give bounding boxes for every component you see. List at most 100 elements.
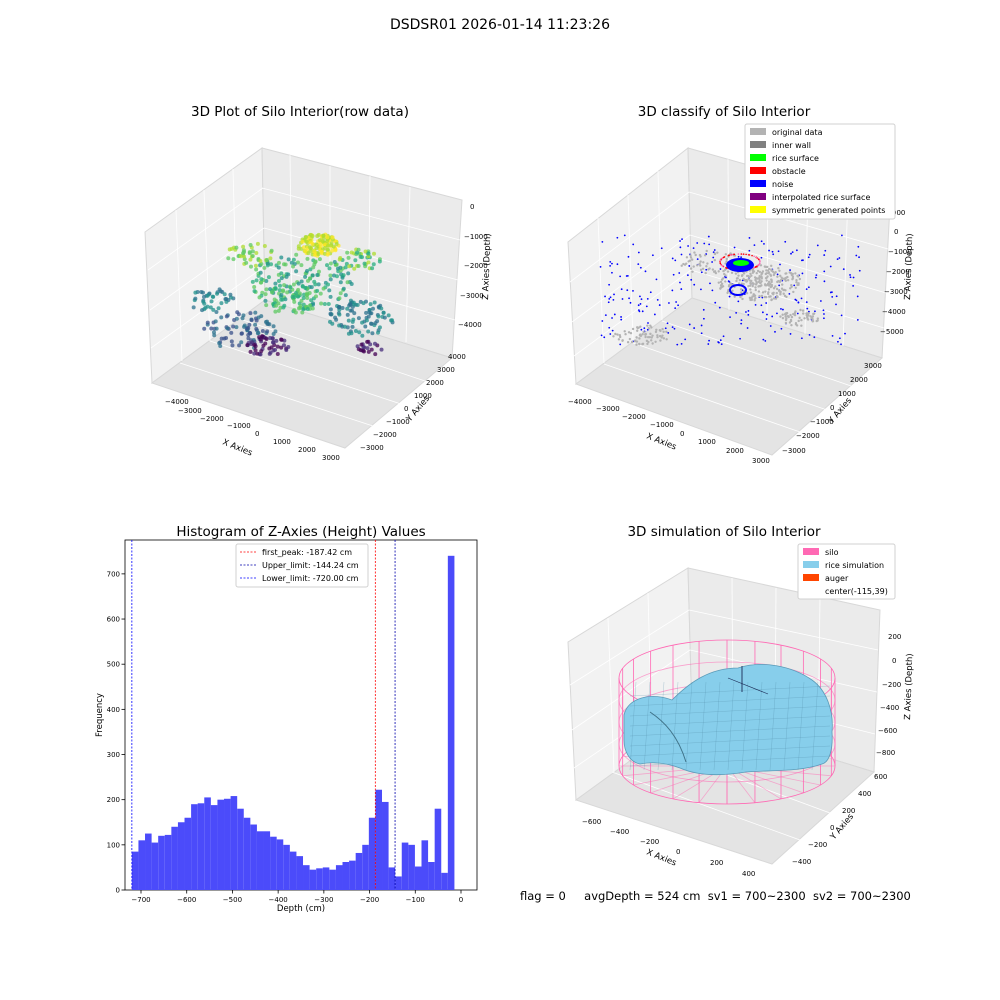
raw-point	[285, 290, 290, 295]
raw-point	[325, 243, 330, 248]
raw-x-tick-label: 0	[255, 430, 259, 438]
obstacle-point	[758, 259, 761, 262]
original-data-point	[627, 331, 631, 334]
raw-point	[356, 263, 361, 268]
raw-point	[242, 323, 247, 328]
histogram-y-axis-label: Frequency	[95, 693, 105, 737]
raw-point	[357, 330, 362, 335]
raw-point	[258, 337, 263, 342]
raw-point	[260, 328, 265, 333]
histogram-x-axis-label: Depth (cm)	[277, 904, 325, 914]
noise-point	[671, 289, 674, 292]
noise-point	[807, 310, 810, 313]
raw-y-tick-label: 0	[404, 405, 408, 413]
classify-legend: original data inner wall rice surface ob…	[744, 123, 896, 220]
original-data-point	[719, 280, 723, 284]
original-data-point	[794, 310, 797, 313]
rice-mesh-line	[629, 755, 831, 767]
raw-point	[263, 341, 268, 346]
simulation-z-ticks: 200 0 −200 −400 −600 −800	[876, 633, 901, 757]
raw-point	[372, 341, 377, 346]
histogram-x-tick-label: −500	[223, 896, 242, 904]
original-data-point	[760, 271, 764, 275]
figure-title: DSDSR01 2026-01-14 11:23:26	[389, 17, 610, 33]
simulation-z-tick-label: −600	[878, 727, 897, 735]
original-data-point	[789, 318, 793, 322]
noise-point	[782, 308, 784, 311]
noise-point	[646, 328, 649, 331]
noise-point	[739, 337, 741, 340]
raw-point	[316, 269, 321, 274]
raw-point	[236, 312, 241, 317]
histogram-bar	[191, 804, 198, 890]
raw-point	[193, 296, 198, 301]
classify-z-tick-label: 000	[892, 209, 905, 217]
raw-point	[245, 343, 250, 348]
raw-point	[291, 264, 296, 269]
original-data-point	[782, 292, 785, 295]
raw-point	[271, 324, 276, 329]
raw-point	[255, 331, 260, 336]
original-data-point	[766, 269, 770, 272]
raw-point	[253, 263, 258, 268]
histogram-legend: first_peak: -187.42 cm Upper_limit: -144…	[235, 543, 369, 588]
histogram-bar	[151, 842, 159, 890]
original-data-point	[750, 296, 753, 300]
noise-point	[613, 313, 616, 316]
raw-point	[225, 326, 230, 331]
legend-swatch-symmetric-generated-points	[750, 206, 766, 213]
raw-point	[340, 306, 345, 311]
original-data-point	[749, 291, 753, 294]
original-data-point	[764, 265, 768, 269]
raw-point	[346, 255, 351, 260]
simulation-x-tick-label: −200	[640, 838, 659, 846]
legend-label: original data	[772, 128, 823, 137]
classify-z-tick-label: 0	[894, 228, 898, 236]
original-data-point	[776, 295, 779, 299]
raw-point	[209, 326, 214, 331]
noise-point	[608, 297, 611, 300]
original-data-point	[694, 253, 697, 257]
noise-point	[807, 286, 810, 289]
original-data-point	[774, 297, 778, 300]
original-data-point	[772, 293, 775, 296]
original-data-point	[645, 339, 649, 343]
raw-point	[274, 303, 279, 308]
noise-point	[708, 243, 711, 246]
raw-point	[322, 246, 327, 251]
original-data-point	[730, 271, 734, 275]
original-data-point	[774, 285, 777, 288]
classify-x-tick-label: 3000	[752, 457, 770, 465]
classify-legend-entry: noise	[750, 180, 793, 189]
noise-point	[814, 276, 817, 279]
original-data-point	[629, 331, 633, 335]
noise-point	[831, 335, 834, 337]
classify-z-tick-label: −2000	[886, 268, 910, 276]
raw-point	[360, 320, 365, 325]
rice-mesh-line	[629, 745, 831, 757]
original-data-point	[750, 298, 754, 302]
original-data-point	[628, 337, 632, 341]
raw-point	[224, 297, 229, 302]
histogram-y-tick-label: 500	[107, 661, 120, 669]
histogram-x-tick-label: −600	[177, 896, 196, 904]
original-data-point	[647, 326, 650, 330]
raw-point	[299, 263, 304, 268]
original-data-point	[797, 319, 800, 323]
classify-z-tick-label: −4000	[882, 308, 906, 316]
noise-point	[801, 272, 804, 275]
raw-z-axis-label: Z Axies (Depth)	[481, 233, 493, 300]
original-data-point	[751, 269, 755, 273]
raw-point	[370, 331, 375, 336]
original-data-point	[779, 274, 782, 278]
histogram-bar	[322, 867, 330, 890]
histogram-bar	[256, 831, 264, 890]
noise-point	[823, 317, 825, 320]
original-data-point	[713, 252, 717, 256]
noise-point	[707, 343, 710, 345]
raw-point	[377, 325, 382, 330]
original-data-point	[747, 278, 750, 281]
noise-point	[616, 236, 619, 239]
noise-point	[823, 254, 826, 256]
raw-point	[273, 347, 278, 352]
